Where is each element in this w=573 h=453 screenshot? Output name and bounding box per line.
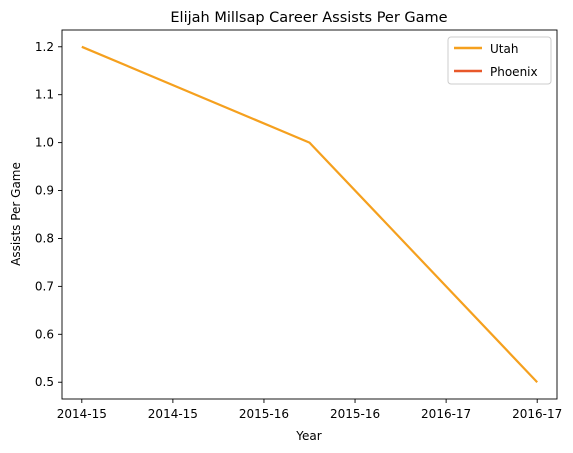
y-tick-label: 0.7 <box>35 279 54 293</box>
legend: Utah Phoenix <box>447 36 552 85</box>
legend-label-phoenix: Phoenix <box>490 65 538 79</box>
x-axis-label: Year <box>295 429 321 443</box>
y-tick-label: 1.1 <box>35 88 54 102</box>
y-tick-label: 0.5 <box>35 375 54 389</box>
y-tick-label: 0.9 <box>35 184 54 198</box>
series-line-utah <box>81 45 538 383</box>
chart-title: Elijah Millsap Career Assists Per Game <box>170 10 447 26</box>
x-tick-label: 2014-15 <box>57 407 107 421</box>
x-tick-label: 2016-17 <box>512 407 562 421</box>
y-axis-label: Assists Per Game <box>9 162 23 266</box>
x-tick-label: 2015-16 <box>239 407 289 421</box>
x-tick-label: 2016-17 <box>421 407 471 421</box>
y-tick-label: 0.6 <box>35 327 54 341</box>
y-tick-label: 0.8 <box>35 231 54 245</box>
x-tick-label: 2014-15 <box>148 407 198 421</box>
legend-label-utah: Utah <box>490 42 518 56</box>
x-tick-label: 2015-16 <box>330 407 380 421</box>
plot-area <box>61 29 558 400</box>
series-lines <box>81 45 538 383</box>
y-tick-label: 1.2 <box>35 40 54 54</box>
y-axis: 0.5 0.6 0.7 0.8 0.9 1.0 1.1 1.2 <box>35 40 62 389</box>
y-tick-label: 1.0 <box>35 136 54 150</box>
x-axis: 2014-15 2014-15 2015-16 2015-16 2016-17 2016-… <box>57 399 562 421</box>
